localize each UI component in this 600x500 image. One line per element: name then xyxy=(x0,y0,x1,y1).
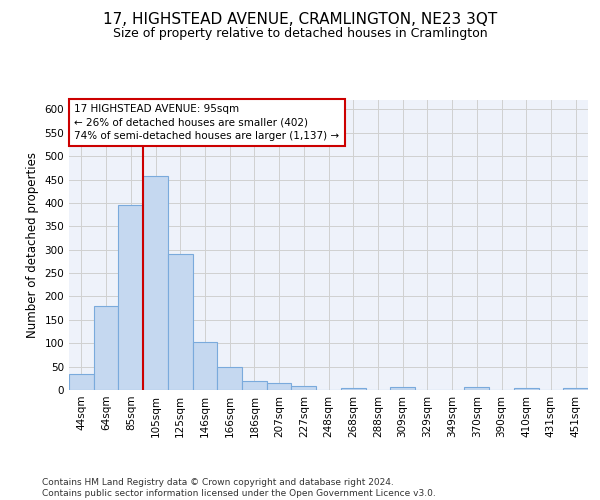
Bar xyxy=(292,386,316,390)
Bar xyxy=(217,367,242,390)
Bar xyxy=(390,387,415,390)
Bar xyxy=(193,342,217,390)
Text: Contains HM Land Registry data © Crown copyright and database right 2024.
Contai: Contains HM Land Registry data © Crown c… xyxy=(42,478,436,498)
Bar xyxy=(143,176,168,390)
Bar xyxy=(464,387,489,390)
Text: Size of property relative to detached houses in Cramlington: Size of property relative to detached ho… xyxy=(113,28,487,40)
Text: 17, HIGHSTEAD AVENUE, CRAMLINGTON, NE23 3QT: 17, HIGHSTEAD AVENUE, CRAMLINGTON, NE23 … xyxy=(103,12,497,28)
Text: 17 HIGHSTEAD AVENUE: 95sqm
← 26% of detached houses are smaller (402)
74% of sem: 17 HIGHSTEAD AVENUE: 95sqm ← 26% of deta… xyxy=(74,104,340,141)
Bar xyxy=(563,388,588,390)
Bar xyxy=(242,380,267,390)
Bar xyxy=(94,306,118,390)
Y-axis label: Number of detached properties: Number of detached properties xyxy=(26,152,39,338)
Bar xyxy=(341,388,365,390)
Bar xyxy=(69,374,94,390)
Bar xyxy=(514,388,539,390)
Bar xyxy=(118,205,143,390)
Bar xyxy=(168,254,193,390)
Bar xyxy=(267,384,292,390)
